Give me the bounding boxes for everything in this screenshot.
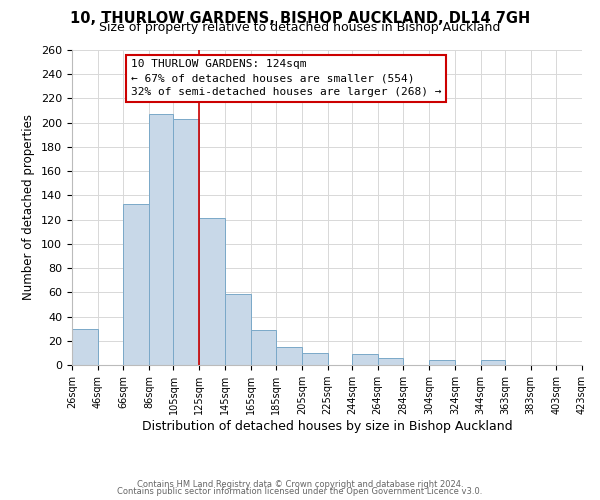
Bar bbox=[378, 358, 403, 365]
X-axis label: Distribution of detached houses by size in Bishop Auckland: Distribution of detached houses by size … bbox=[142, 420, 512, 433]
Bar bbox=[251, 330, 276, 365]
Y-axis label: Number of detached properties: Number of detached properties bbox=[22, 114, 35, 300]
Bar bbox=[149, 114, 173, 365]
Bar bbox=[276, 347, 302, 365]
Bar bbox=[225, 294, 251, 365]
Text: 10 THURLOW GARDENS: 124sqm
← 67% of detached houses are smaller (554)
32% of sem: 10 THURLOW GARDENS: 124sqm ← 67% of deta… bbox=[131, 60, 441, 98]
Bar bbox=[173, 119, 199, 365]
Text: Size of property relative to detached houses in Bishop Auckland: Size of property relative to detached ho… bbox=[100, 21, 500, 34]
Bar bbox=[124, 204, 149, 365]
Bar bbox=[481, 360, 505, 365]
Bar bbox=[352, 354, 378, 365]
Bar bbox=[199, 218, 225, 365]
Text: Contains HM Land Registry data © Crown copyright and database right 2024.: Contains HM Land Registry data © Crown c… bbox=[137, 480, 463, 489]
Bar bbox=[302, 353, 328, 365]
Text: 10, THURLOW GARDENS, BISHOP AUCKLAND, DL14 7GH: 10, THURLOW GARDENS, BISHOP AUCKLAND, DL… bbox=[70, 11, 530, 26]
Bar bbox=[429, 360, 455, 365]
Bar bbox=[72, 328, 98, 365]
Text: Contains public sector information licensed under the Open Government Licence v3: Contains public sector information licen… bbox=[118, 487, 482, 496]
